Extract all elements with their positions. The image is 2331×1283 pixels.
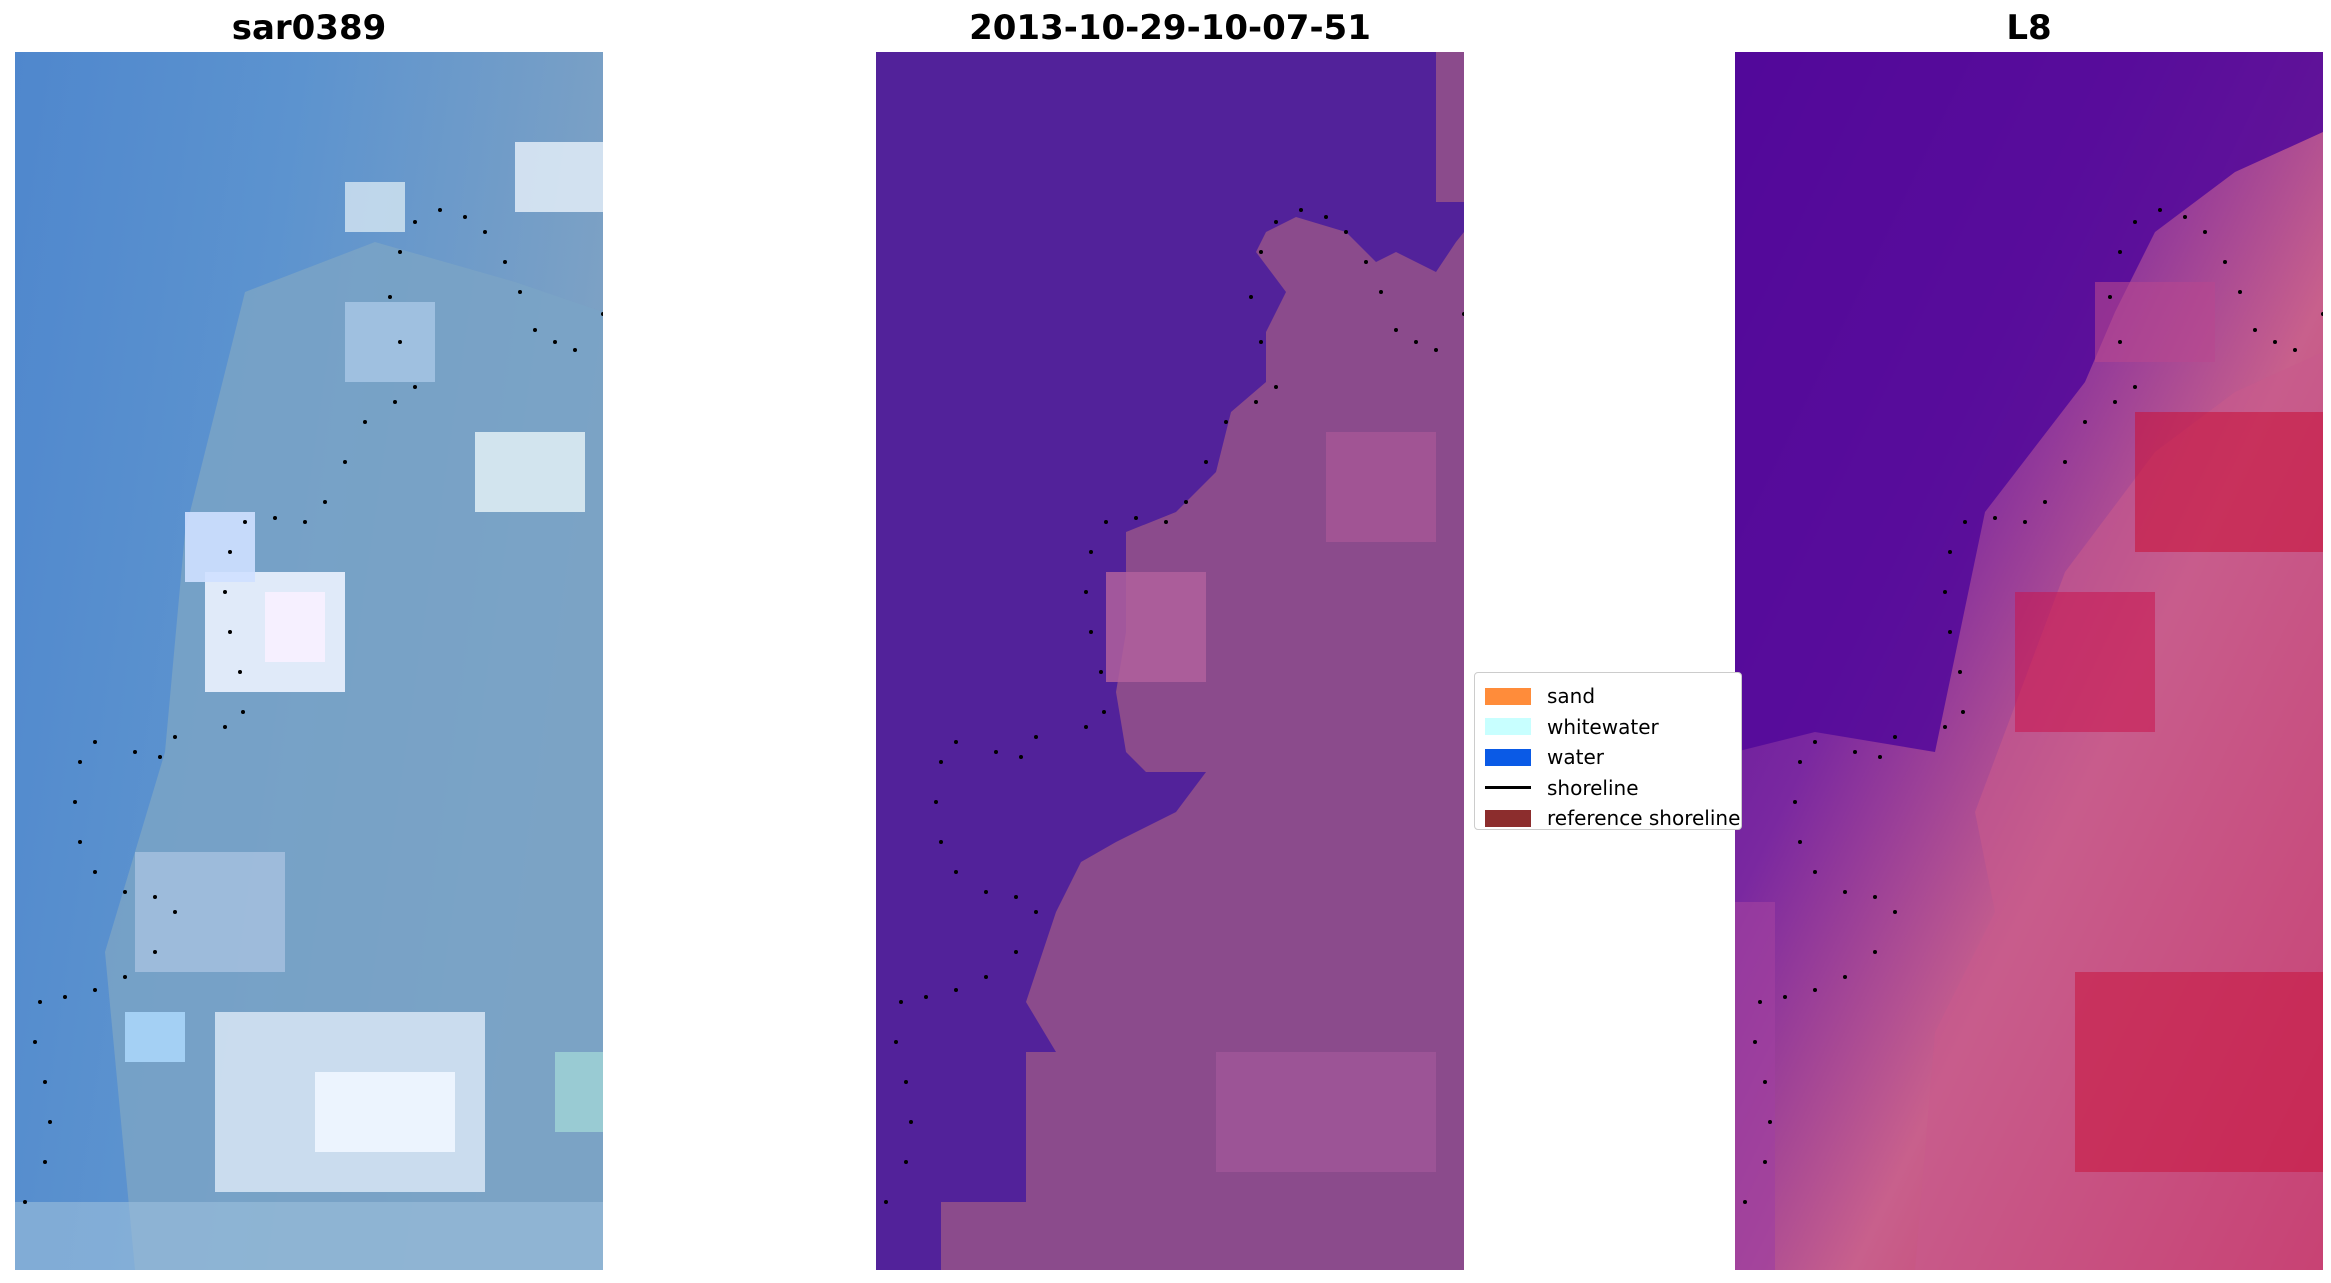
legend-label: shoreline xyxy=(1547,775,1639,800)
panel-title-l8: L8 xyxy=(2006,8,2052,48)
index-image xyxy=(1735,52,2323,1270)
legend-item-water: water xyxy=(1485,742,1731,773)
index-image-panel xyxy=(1735,52,2323,1270)
classified-image xyxy=(876,52,1464,1270)
legend-swatch-shoreline xyxy=(1485,786,1531,790)
panel-title-rgb: sar0389 xyxy=(231,8,387,48)
legend-label: water xyxy=(1547,745,1604,770)
legend-swatch-sand xyxy=(1485,687,1531,705)
legend-swatch-water xyxy=(1485,748,1531,766)
legend-swatch-reference-shoreline xyxy=(1485,809,1531,827)
rgb-image-panel xyxy=(15,52,603,1270)
legend-label: whitewater xyxy=(1547,714,1659,739)
legend-item-shoreline: shoreline xyxy=(1485,773,1731,804)
legend-swatch-whitewater xyxy=(1485,718,1531,736)
legend-item-reference-shoreline: reference shoreline xyxy=(1485,803,1740,829)
legend-label: sand xyxy=(1547,684,1596,709)
legend: sand whitewater water shoreline referenc… xyxy=(1474,672,1742,830)
legend-label: reference shoreline xyxy=(1547,806,1741,830)
legend-item-sand: sand xyxy=(1485,681,1731,712)
legend-item-whitewater: whitewater xyxy=(1485,712,1731,743)
panel-title-date: 2013-10-29-10-07-51 xyxy=(969,8,1371,48)
rgb-image xyxy=(15,52,603,1270)
classified-image-panel xyxy=(876,52,1464,1270)
